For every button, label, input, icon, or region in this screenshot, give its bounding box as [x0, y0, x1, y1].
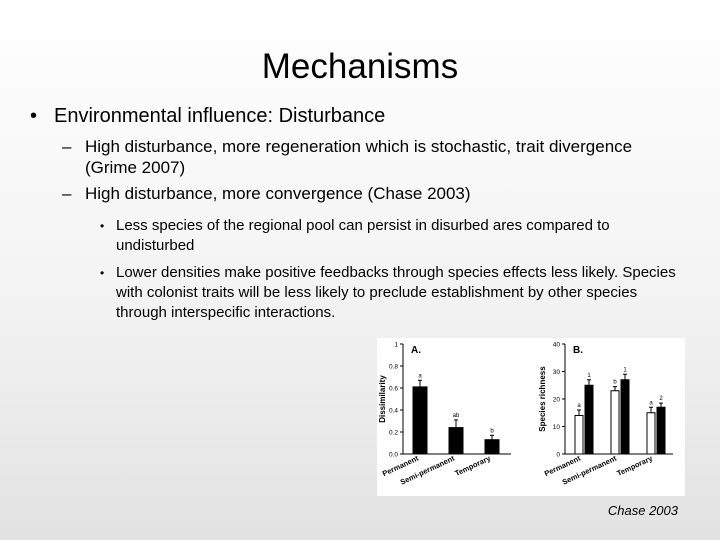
- significance-letter: 1: [623, 367, 627, 373]
- citation: Chase 2003: [607, 503, 678, 518]
- significance-letter: b: [490, 428, 494, 434]
- significance-letter: ab: [453, 413, 460, 419]
- y-tick-label: 1: [394, 342, 398, 349]
- sub-sub-bullet-species-pool: • Less species of the regional pool can …: [100, 216, 690, 256]
- y-axis-label: Species richness: [538, 366, 547, 432]
- y-tick-label: 0.6: [389, 386, 398, 393]
- dash-glyph: –: [62, 184, 72, 203]
- bullet-glyph: •: [100, 266, 105, 280]
- y-tick-label: 0.0: [389, 452, 398, 459]
- bar: [620, 379, 630, 455]
- sub-bullet-chase: – High disturbance, more convergence (Ch…: [62, 183, 662, 204]
- sub-bullet-text: High disturbance, more convergence (Chas…: [85, 184, 471, 203]
- significance-letter: a: [577, 403, 581, 409]
- y-tick-label: 20: [553, 397, 561, 404]
- slide-title: Mechanisms: [261, 47, 459, 86]
- significance-letter: a: [418, 373, 422, 379]
- bar: [646, 412, 656, 455]
- bar: [574, 415, 584, 455]
- sub-bullet-grime: – High disturbance, more regeneration wh…: [62, 136, 662, 178]
- bar-charts-svg: 0.00.20.40.60.81 A.Dissimilarity aPermanen…: [378, 342, 673, 487]
- category-label: Temporary: [615, 453, 654, 478]
- category-label: Temporary: [453, 453, 492, 478]
- y-tick-label: 0.4: [389, 408, 398, 415]
- y-tick-label: 40: [553, 342, 561, 349]
- y-tick-label: 30: [553, 369, 561, 376]
- dash-glyph: –: [62, 137, 72, 156]
- significance-letter: 2: [659, 396, 663, 402]
- bar: [584, 384, 594, 455]
- sub-sub-bullet-text: Less species of the regional pool can pe…: [116, 217, 610, 254]
- significance-letter: 1: [587, 373, 591, 379]
- chase-figure: 0.0 0.2 0.4 0.6 0.8 1 A. Dissimilarity a Permanen…: [377, 338, 685, 496]
- bullet-text: Environmental influence: Disturbance: [54, 105, 386, 127]
- bar: [656, 406, 666, 455]
- panel-label: A.: [411, 345, 421, 356]
- sub-sub-bullet-text: Lower densities make positive feedbacks …: [116, 264, 676, 321]
- bar: [448, 427, 464, 455]
- y-tick-label: 0.8: [389, 364, 398, 371]
- y-tick-label: 0.2: [389, 430, 398, 437]
- bar: [484, 439, 500, 455]
- sub-bullet-text: High disturbance, more regeneration whic…: [85, 137, 633, 177]
- bullet-glyph: •: [30, 105, 38, 127]
- y-tick-label: 10: [553, 424, 561, 431]
- significance-letter: a: [649, 400, 653, 406]
- bar: [610, 390, 620, 455]
- y-tick-label: 0: [556, 452, 560, 459]
- y-axis-label: Dissimilarity: [378, 375, 387, 423]
- bar: [412, 386, 428, 455]
- bullet-glyph: •: [100, 219, 105, 233]
- panel-label: B.: [573, 345, 583, 356]
- significance-letter: b: [613, 380, 617, 386]
- sub-sub-bullet-densities: • Lower densities make positive feedback…: [100, 263, 690, 323]
